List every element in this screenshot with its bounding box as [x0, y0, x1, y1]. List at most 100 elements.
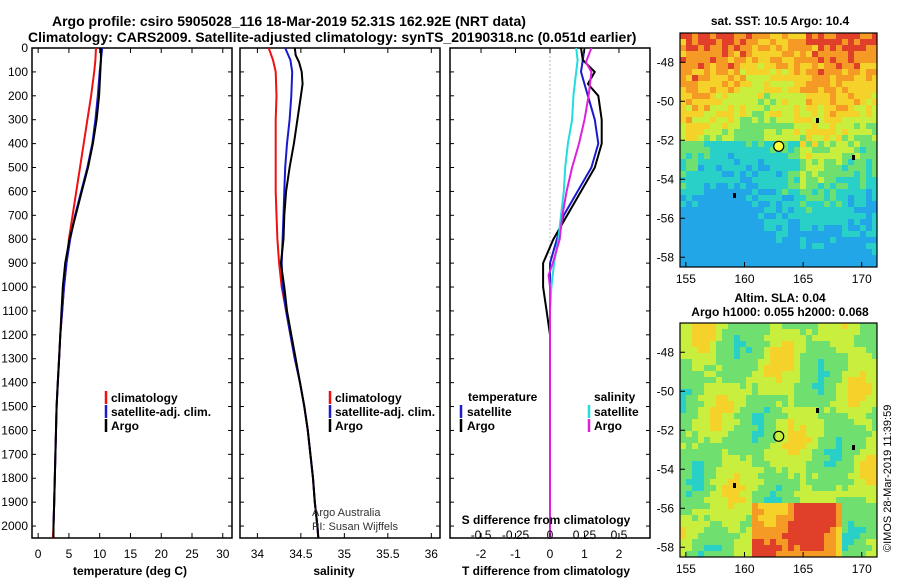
map-y-tick-label: -50 — [657, 384, 675, 398]
depth-tick-label: 1200 — [1, 328, 28, 342]
depth-tick-label: 1400 — [1, 376, 28, 390]
depth-tick-label: 1500 — [1, 400, 28, 414]
legend-satellite-adj: satellite-adj. clim. — [335, 405, 435, 419]
temperature-panel-frame — [31, 47, 233, 539]
map-x-tick-label: 165 — [793, 272, 813, 286]
difference-legend: temperature satellite Argo salinity sate… — [459, 390, 639, 433]
x-tick-label: 10 — [93, 547, 107, 561]
map-y-tick-label: -54 — [657, 462, 675, 476]
argo-position-marker — [773, 140, 785, 152]
x2-tick-label: 0.25 — [573, 528, 597, 542]
title-line-2: Climatology: CARS2009. Satellite-adjuste… — [28, 29, 636, 45]
x-tick-label: 36 — [425, 547, 439, 561]
x-tick-label: 34 — [251, 547, 265, 561]
salinity-plot — [267, 48, 320, 538]
legend-satellite-adj: satellite-adj. clim. — [111, 405, 211, 419]
legend-argo: Argo — [335, 419, 363, 433]
depth-tick-label: 0 — [21, 41, 28, 55]
map-x-tick-label: 160 — [734, 272, 754, 286]
island-marker — [852, 155, 855, 160]
x2-tick-label: -0.25 — [502, 528, 530, 542]
difference-plot — [542, 48, 603, 538]
depth-tick-label: 400 — [8, 137, 28, 151]
t-difference-axis-label: T difference from climatology — [462, 564, 630, 578]
map-y-tick-label: -58 — [657, 540, 675, 554]
salinity-panel-frame — [239, 47, 441, 539]
map-x-tick-label: 170 — [852, 562, 872, 576]
depth-tick-label: 300 — [8, 113, 28, 127]
sla-map — [680, 323, 877, 557]
depth-axis: 0 100 200 300 400 500 600 700 800 900 1000 1100 1200… — [1, 41, 28, 533]
island-marker — [816, 118, 819, 123]
depth-tick-label: 100 — [8, 65, 28, 79]
series-line-satellite-adj-clim- — [280, 48, 320, 538]
map-y-tick-label: -48 — [657, 55, 675, 69]
legend-s-argo: Argo — [594, 419, 622, 433]
series-line-s-argo — [547, 48, 593, 538]
legend-temperature-title: temperature — [468, 390, 538, 404]
series-line-climatology — [51, 48, 97, 538]
depth-tick-label: 500 — [8, 161, 28, 175]
sst-map-title: sat. SST: 10.5 Argo: 10.4 — [711, 14, 850, 28]
depth-tick-label: 600 — [8, 184, 28, 198]
map-y-tick-label: -50 — [657, 94, 675, 108]
series-line-s-satellite — [549, 48, 579, 538]
sst-map — [680, 33, 877, 267]
title-line-1: Argo profile: csiro 5905028_116 18-Mar-2… — [52, 13, 526, 29]
salinity-legend: climatology satellite-adj. clim. Argo — [328, 391, 435, 433]
credit-line-2: PI: Susan Wijffels — [312, 521, 398, 533]
legend-salinity-title: salinity — [594, 390, 636, 404]
x-tick-label: 5 — [66, 547, 73, 561]
x-tick-label: 20 — [155, 547, 169, 561]
argo-position-marker — [773, 430, 785, 442]
depth-tick-label: 700 — [8, 208, 28, 222]
depth-tick-label: 900 — [8, 256, 28, 270]
x-tick-label: 25 — [185, 547, 199, 561]
depth-tick-label: 1900 — [1, 495, 28, 509]
sst-map-frame — [679, 32, 878, 268]
map-y-tick-label: -54 — [657, 172, 675, 186]
map-y-tick-label: -58 — [657, 250, 675, 264]
map-x-tick-label: 155 — [676, 562, 696, 576]
x-tick-label: 0 — [547, 547, 554, 561]
island-marker — [733, 483, 736, 488]
axis-ticks: 0 5 10 15 20 25 30 34 34.5 35 35.5 36 -2 -1 0 1 2 -0.5 -0.… — [32, 47, 650, 561]
credit-line-1: Argo Australia — [312, 507, 381, 519]
island-marker — [852, 445, 855, 450]
legend-climatology: climatology — [111, 391, 178, 405]
legend-argo: Argo — [111, 419, 139, 433]
series-line-t-satellite — [549, 48, 600, 538]
map-x-tick-label: 155 — [676, 272, 696, 286]
salinity-axis-label: salinity — [313, 564, 355, 578]
legend-t-argo: Argo — [467, 419, 495, 433]
depth-tick-label: 2000 — [1, 519, 28, 533]
x-tick-label: 35.5 — [376, 547, 400, 561]
s-difference-axis-label: S difference from climatology — [462, 513, 631, 527]
island-marker — [816, 408, 819, 413]
series-line-argo — [279, 48, 320, 538]
sla-map-title-2: Argo h1000: 0.055 h2000: 0.068 — [691, 305, 869, 319]
series-line-argo — [52, 48, 102, 538]
island-marker — [733, 193, 736, 198]
sla-map-title-1: Altim. SLA: 0.04 — [734, 291, 826, 305]
map-x-tick-label: 165 — [793, 562, 813, 576]
x-tick-label: 15 — [124, 547, 138, 561]
depth-tick-label: 1000 — [1, 280, 28, 294]
x-tick-label: 30 — [216, 547, 230, 561]
temperature-axis-label: temperature (deg C) — [73, 564, 187, 578]
map-y-tick-label: -52 — [657, 133, 675, 147]
map-y-tick-label: -56 — [657, 211, 675, 225]
map-y-tick-label: -48 — [657, 345, 675, 359]
imos-stamp: ©IMOS 28-Mar-2019 11:39:59 — [882, 405, 894, 552]
x2-tick-label: -0.5 — [471, 528, 492, 542]
map-x-tick-label: 160 — [734, 562, 754, 576]
sla-map-frame — [679, 322, 878, 558]
map-x-tick-label: 170 — [852, 272, 872, 286]
x-tick-label: -2 — [476, 547, 487, 561]
x-tick-label: 1 — [581, 547, 588, 561]
depth-tick-label: 1800 — [1, 471, 28, 485]
temperature-legend: climatology satellite-adj. clim. Argo — [104, 391, 211, 433]
legend-climatology: climatology — [335, 391, 402, 405]
map-y-tick-label: -52 — [657, 423, 675, 437]
depth-tick-label: 1300 — [1, 352, 28, 366]
